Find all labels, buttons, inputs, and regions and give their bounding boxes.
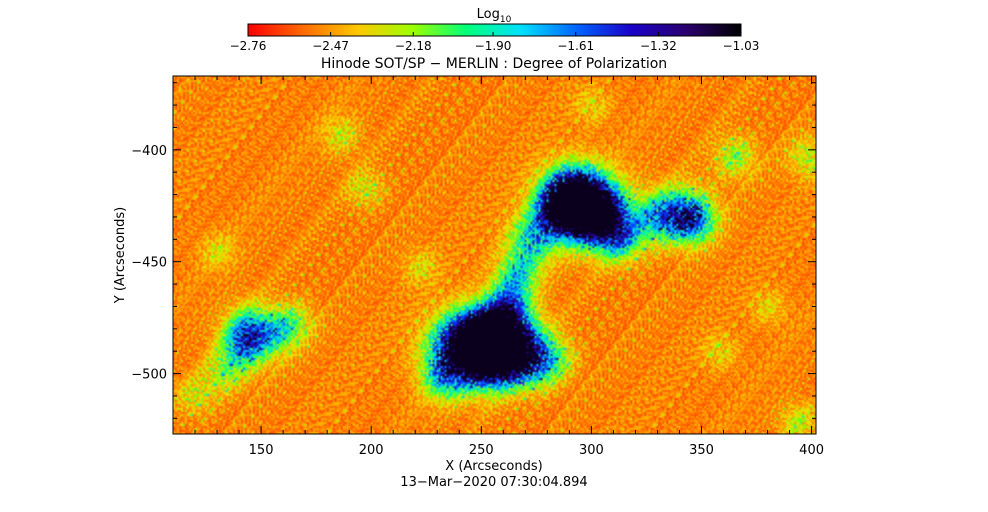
polarization-map [173,76,816,434]
colorbar-tick-label: −2.47 [312,39,349,53]
chart-title: Hinode SOT/SP − MERLIN : Degree of Polar… [321,56,667,72]
plot-area: 150 200 250 300 350 400 −400 −450 −500 [131,75,824,458]
x-axis-ticks: 150 200 250 300 350 400 [172,76,824,458]
x-tick-label: 350 [689,443,714,458]
x-tick-label: 300 [579,443,604,458]
colorbar-tick-label: −2.18 [395,39,432,53]
colorbar-tick-label: −2.76 [230,39,267,53]
x-tick-label: 400 [799,443,824,458]
colorbar-tick-label: −1.32 [640,39,677,53]
x-tick-label: 250 [469,443,494,458]
x-axis-label: X (Arcseconds) [445,459,542,474]
x-tick-label: 200 [359,443,384,458]
colorbar-gradient [247,23,742,37]
colorbar-tick-label: −1.03 [723,39,760,53]
y-axis-label: Y (Arcseconds) [113,207,128,304]
y-tick-label: −400 [131,144,167,159]
y-tick-label: −450 [131,256,167,271]
x-tick-label: 150 [249,443,274,458]
y-axis-ticks: −400 −450 −500 [131,82,816,419]
y-tick-label: −500 [131,368,167,383]
colorbar-tick-label: −1.61 [557,39,594,53]
colorbar: Log10 −2.76 −2.47 −2.18 −1.90 −1.61 −1.32 −1.0… [230,7,760,53]
colorbar-tick-label: −1.90 [475,39,512,53]
colorbar-ticks: −2.76 −2.47 −2.18 −1.90 −1.61 −1.32 −1.03 [230,32,760,53]
timestamp: 13−Mar−2020 07:30:04.894 [400,475,587,490]
plot-frame [172,75,817,435]
colorbar-label: Log10 [477,7,512,25]
